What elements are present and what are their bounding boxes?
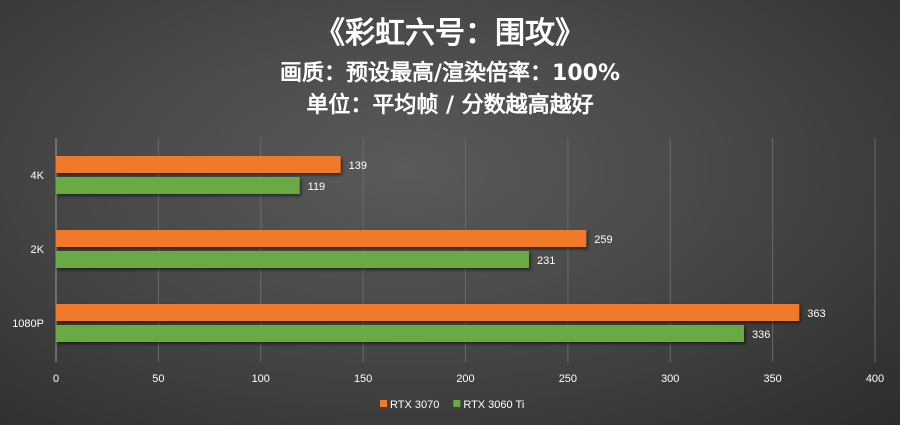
legend-swatch bbox=[453, 400, 461, 407]
bar-rtx-3060-ti bbox=[56, 177, 300, 194]
bar-rtx-3070 bbox=[56, 304, 800, 321]
chart-title: 《彩虹六号：围攻》 bbox=[315, 16, 585, 51]
x-tick-label: 250 bbox=[559, 373, 577, 385]
y-category-label: 1080P bbox=[12, 318, 44, 330]
legend-swatch bbox=[380, 400, 387, 407]
x-tick-label: 350 bbox=[763, 373, 781, 385]
x-tick-label: 0 bbox=[53, 373, 59, 385]
data-label: 259 bbox=[594, 234, 612, 246]
x-tick-label: 200 bbox=[456, 373, 474, 385]
data-label: 336 bbox=[752, 329, 770, 341]
data-label: 231 bbox=[537, 255, 555, 267]
y-category-label: 2K bbox=[31, 244, 45, 256]
x-tick-label: 300 bbox=[661, 373, 679, 385]
y-category-label: 4K bbox=[31, 170, 45, 182]
legend-label: RTX 3070 bbox=[390, 399, 439, 411]
bar-rtx-3060-ti bbox=[56, 251, 529, 268]
data-label: 139 bbox=[349, 160, 367, 172]
x-tick-label: 400 bbox=[866, 373, 884, 385]
chart-subtitle: 画质：预设最高/渲染倍率：100% bbox=[279, 61, 620, 86]
chart-subtitle-units: 单位：平均帧 / 分数越高越好 bbox=[306, 93, 594, 118]
bar-rtx-3070 bbox=[56, 230, 587, 247]
data-label: 119 bbox=[308, 181, 326, 193]
legend-label: RTX 3060 Ti bbox=[463, 399, 524, 411]
bar-rtx-3070 bbox=[56, 156, 341, 173]
bar-rtx-3060-ti bbox=[56, 325, 744, 342]
x-tick-label: 150 bbox=[354, 373, 372, 385]
x-tick-label: 50 bbox=[152, 373, 164, 385]
data-label: 363 bbox=[807, 308, 825, 320]
x-tick-label: 100 bbox=[252, 373, 270, 385]
